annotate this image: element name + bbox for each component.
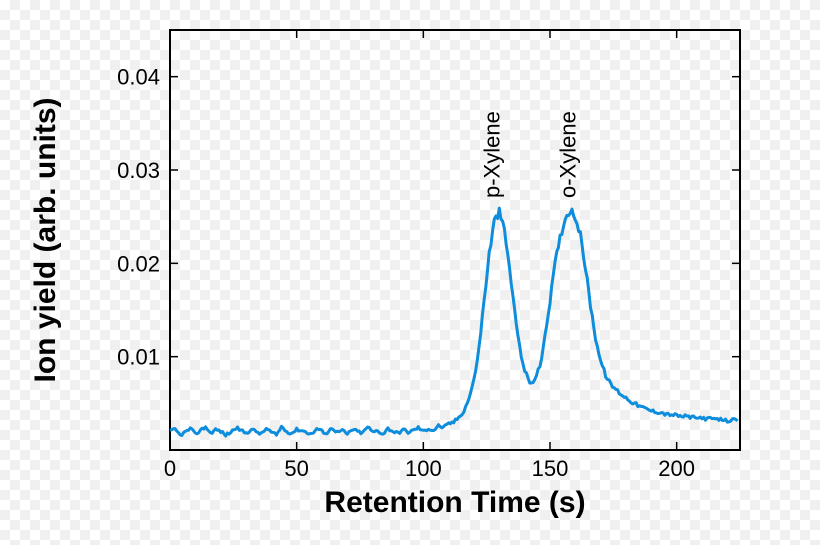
y-tick-label: 0.03 xyxy=(117,158,160,183)
chromatogram-trace xyxy=(170,208,738,436)
y-tick-label: 0.01 xyxy=(117,345,160,370)
y-axis-label: Ion yield (arb. units) xyxy=(29,97,62,382)
x-tick-label: 200 xyxy=(658,456,695,481)
peak-label: o-Xylene xyxy=(555,111,580,198)
plot-box xyxy=(170,30,740,450)
x-tick-label: 0 xyxy=(164,456,176,481)
chromatogram-chart: 0 50 100 150 200 0.01 0.02 0.03 0.04 Retention Ti… xyxy=(0,0,820,545)
peak-label: p-Xylene xyxy=(479,111,504,198)
x-axis-label: Retention Time (s) xyxy=(324,486,585,519)
x-tick-label: 150 xyxy=(532,456,569,481)
y-tick-label: 0.02 xyxy=(117,251,160,276)
x-tick-label: 100 xyxy=(405,456,442,481)
y-tick-label: 0.04 xyxy=(117,65,160,90)
chart-svg: 0 50 100 150 200 0.01 0.02 0.03 0.04 Retention Ti… xyxy=(0,0,820,545)
x-tick-label: 50 xyxy=(284,456,308,481)
